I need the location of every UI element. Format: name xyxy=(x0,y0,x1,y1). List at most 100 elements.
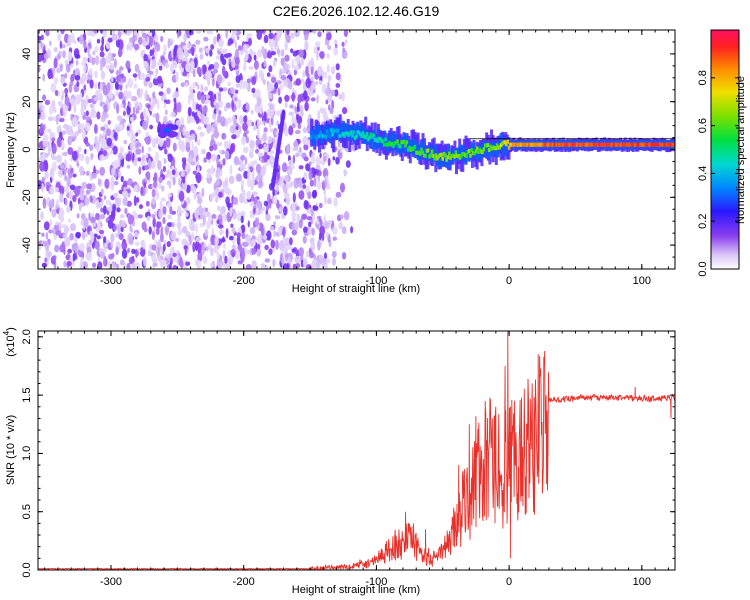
ridge-core xyxy=(399,144,402,149)
noise-speck xyxy=(79,259,84,269)
noise-speck xyxy=(293,141,298,147)
ridge-band xyxy=(494,142,498,158)
colorbar-frame xyxy=(710,29,740,270)
noise-speck xyxy=(157,221,162,228)
ridge-core xyxy=(393,141,397,146)
noise-speck xyxy=(67,261,72,267)
noise-speck xyxy=(341,41,345,47)
noise-speck xyxy=(38,245,42,251)
noise-speck xyxy=(118,233,124,240)
noise-speck xyxy=(305,65,309,77)
noise-speck xyxy=(249,210,253,219)
noise-speck xyxy=(75,59,79,66)
noise-speck xyxy=(64,87,69,94)
noise-speck xyxy=(49,40,52,47)
ridge-core xyxy=(426,148,430,153)
noise-speck xyxy=(256,247,262,257)
ridge-core xyxy=(375,137,378,142)
ridge-core xyxy=(359,132,362,137)
noise-speck xyxy=(218,47,222,52)
snr-y-tick-label: 1.0 xyxy=(21,446,33,461)
noise-speck xyxy=(245,37,249,42)
noise-speck xyxy=(170,111,176,118)
noise-speck xyxy=(81,230,86,240)
noise-speck xyxy=(263,143,267,154)
ridge-core xyxy=(477,149,480,154)
noise-speck xyxy=(111,33,118,41)
noise-speck xyxy=(327,93,333,103)
ridge-core xyxy=(339,133,342,138)
noise-speck xyxy=(341,91,345,102)
ridge-band xyxy=(369,132,372,149)
ridge-core xyxy=(409,147,413,152)
ridge-core xyxy=(470,148,474,153)
noise-speck xyxy=(240,154,246,161)
noise-speck xyxy=(165,253,169,259)
ridge-core xyxy=(529,142,532,147)
noise-speck xyxy=(131,262,136,269)
noise-speck xyxy=(230,143,234,155)
ridge-core xyxy=(454,150,458,155)
noise-speck xyxy=(343,211,350,221)
ridge-core xyxy=(624,142,628,147)
noise-speck xyxy=(257,49,263,58)
noise-speck xyxy=(324,258,331,264)
noise-speck xyxy=(79,34,84,45)
ridge-core xyxy=(619,142,622,147)
noise-speck xyxy=(131,248,136,254)
noise-speck xyxy=(56,154,62,163)
ridge-band xyxy=(392,133,396,147)
noise-speck xyxy=(162,51,166,57)
ridge-core xyxy=(406,147,410,152)
noise-speck xyxy=(167,169,170,175)
noise-speck xyxy=(44,99,51,105)
noise-speck xyxy=(121,248,128,259)
noise-speck xyxy=(188,218,194,228)
noise-speck xyxy=(50,185,55,196)
noise-speck xyxy=(126,262,131,269)
noise-speck xyxy=(195,236,202,242)
ridge-band xyxy=(475,149,479,161)
ridge-core xyxy=(643,142,646,147)
noise-speck xyxy=(327,197,332,205)
ridge-core xyxy=(623,142,626,147)
noise-speck xyxy=(152,217,156,228)
ridge-core xyxy=(438,153,442,158)
noise-speck xyxy=(62,130,66,135)
ridge-core xyxy=(385,142,389,147)
ridge-halo xyxy=(461,147,465,172)
noise-speck xyxy=(95,212,100,221)
ridge-core xyxy=(340,133,344,138)
noise-speck xyxy=(201,187,205,198)
noise-speck xyxy=(150,160,156,169)
ridge-core xyxy=(349,130,353,135)
noise-speck xyxy=(57,100,63,107)
ridge-core xyxy=(332,128,336,133)
noise-speck xyxy=(94,124,98,134)
noise-speck xyxy=(197,243,202,254)
ridge-core xyxy=(579,142,582,147)
ridge-halo xyxy=(470,148,474,168)
noise-speck xyxy=(282,78,286,88)
noise-speck xyxy=(124,207,128,215)
ridge-core xyxy=(311,130,314,135)
ridge-band xyxy=(345,124,349,138)
noise-speck xyxy=(340,182,345,193)
ridge-core xyxy=(365,132,369,137)
noise-speck xyxy=(117,157,121,168)
noise-speck xyxy=(247,37,252,47)
noise-speck xyxy=(311,259,316,269)
noise-speck xyxy=(168,180,172,189)
noise-speck xyxy=(275,239,279,250)
ridge-core xyxy=(498,145,501,150)
noise-speck xyxy=(174,100,177,110)
noise-speck xyxy=(119,124,124,131)
ridge-core xyxy=(627,142,630,147)
noise-speck xyxy=(103,104,109,113)
noise-speck xyxy=(153,40,156,46)
noise-speck xyxy=(227,41,231,46)
noise-speck xyxy=(55,204,58,210)
noise-speck xyxy=(159,255,164,260)
noise-speck xyxy=(93,96,100,102)
noise-speck xyxy=(248,65,254,70)
